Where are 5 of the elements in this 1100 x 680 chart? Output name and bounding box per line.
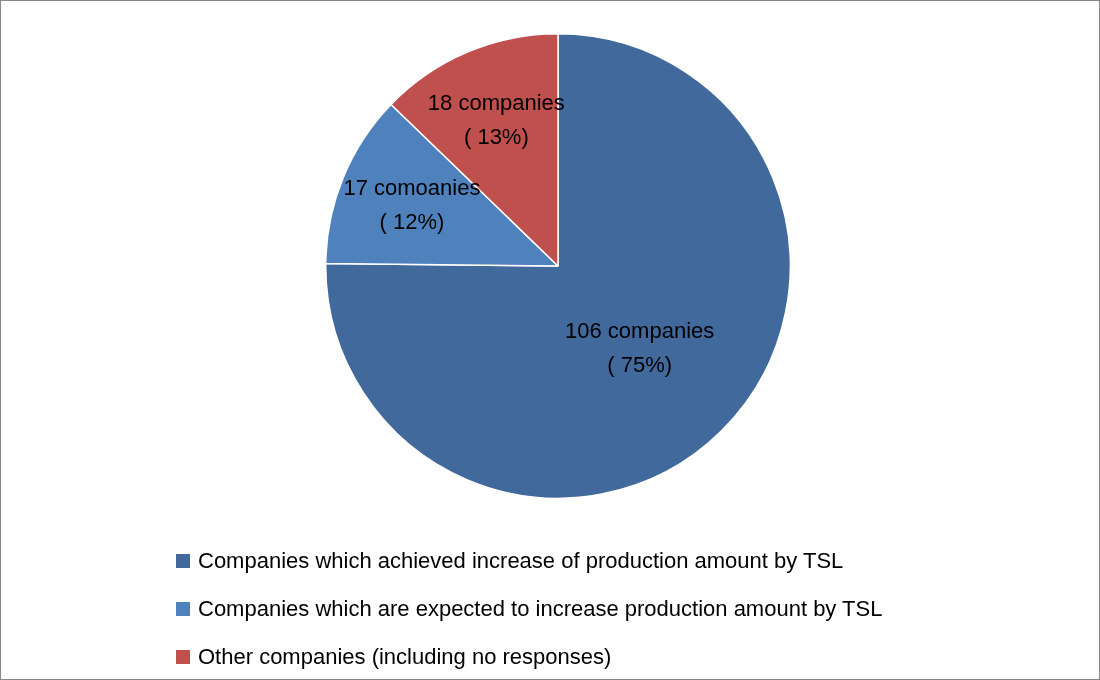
legend-label: Companies which are expected to increase production amount by TSL [198,596,883,622]
legend-label: Other companies (including no responses) [198,644,612,670]
legend-label: Companies which achieved increase of production amount by TSL [198,548,844,574]
data-label: 106 companies ( 75%) [565,317,715,377]
data-label: 17 comoanies ( 12%) [343,175,481,235]
